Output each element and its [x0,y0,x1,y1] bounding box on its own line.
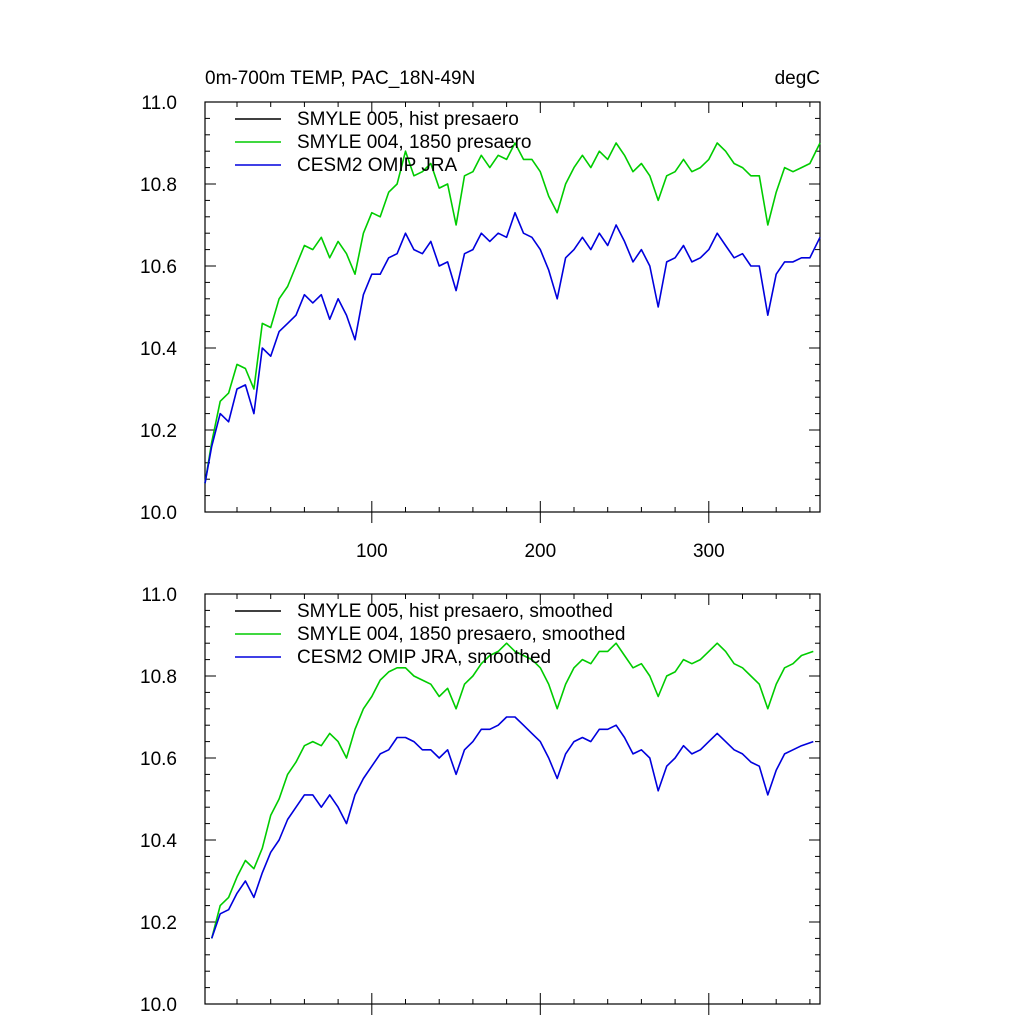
y-tick-label: 10.8 [140,667,177,688]
y-tick-label: 10.4 [140,339,177,360]
y-tick-label: 10.6 [140,749,177,770]
x-tick-label: 100 [356,541,388,562]
series-line-2 [204,211,821,484]
y-tick-label: 11.0 [141,93,177,114]
x-tick-label: 200 [524,541,556,562]
y-tick-label: 10.8 [140,175,177,196]
y-tick-label: 11.0 [141,585,177,606]
y-tick-label: 10.2 [140,421,177,442]
chart-panel-bottom: 10.0 10.2 10.4 10.6 10.8 11.0 SMYLE 005, hist … [140,585,821,1016]
y-tick-label: 10.4 [140,831,177,852]
y-tick-label: 10.2 [140,913,177,934]
legend-label: SMYLE 004, 1850 presaero [297,132,532,153]
legend-label: SMYLE 004, 1850 presaero, smoothed [297,624,625,645]
units-label: degC [775,68,820,89]
chart-panel-top: 10.0 10.2 10.4 10.6 10.8 11.0 100 200 300 SMYLE 0… [140,93,821,562]
legend-label: CESM2 OMIP JRA, smoothed [297,647,551,668]
chart-title: 0m-700m TEMP, PAC_18N-49N [205,68,475,89]
legend-label: SMYLE 005, hist presaero [297,109,519,130]
y-tick-label: 10.0 [140,503,177,524]
plot-frame [204,101,821,513]
y-tick-label: 10.0 [140,995,177,1016]
x-tick-label: 300 [693,541,725,562]
series-line-2 [210,716,814,939]
series-line-1 [210,642,814,939]
plot-frame [204,593,821,1005]
y-tick-label: 10.6 [140,257,177,278]
series-line-1 [204,142,821,484]
legend-label: SMYLE 005, hist presaero, smoothed [297,601,613,622]
legend-label: CESM2 OMIP JRA [297,155,457,176]
